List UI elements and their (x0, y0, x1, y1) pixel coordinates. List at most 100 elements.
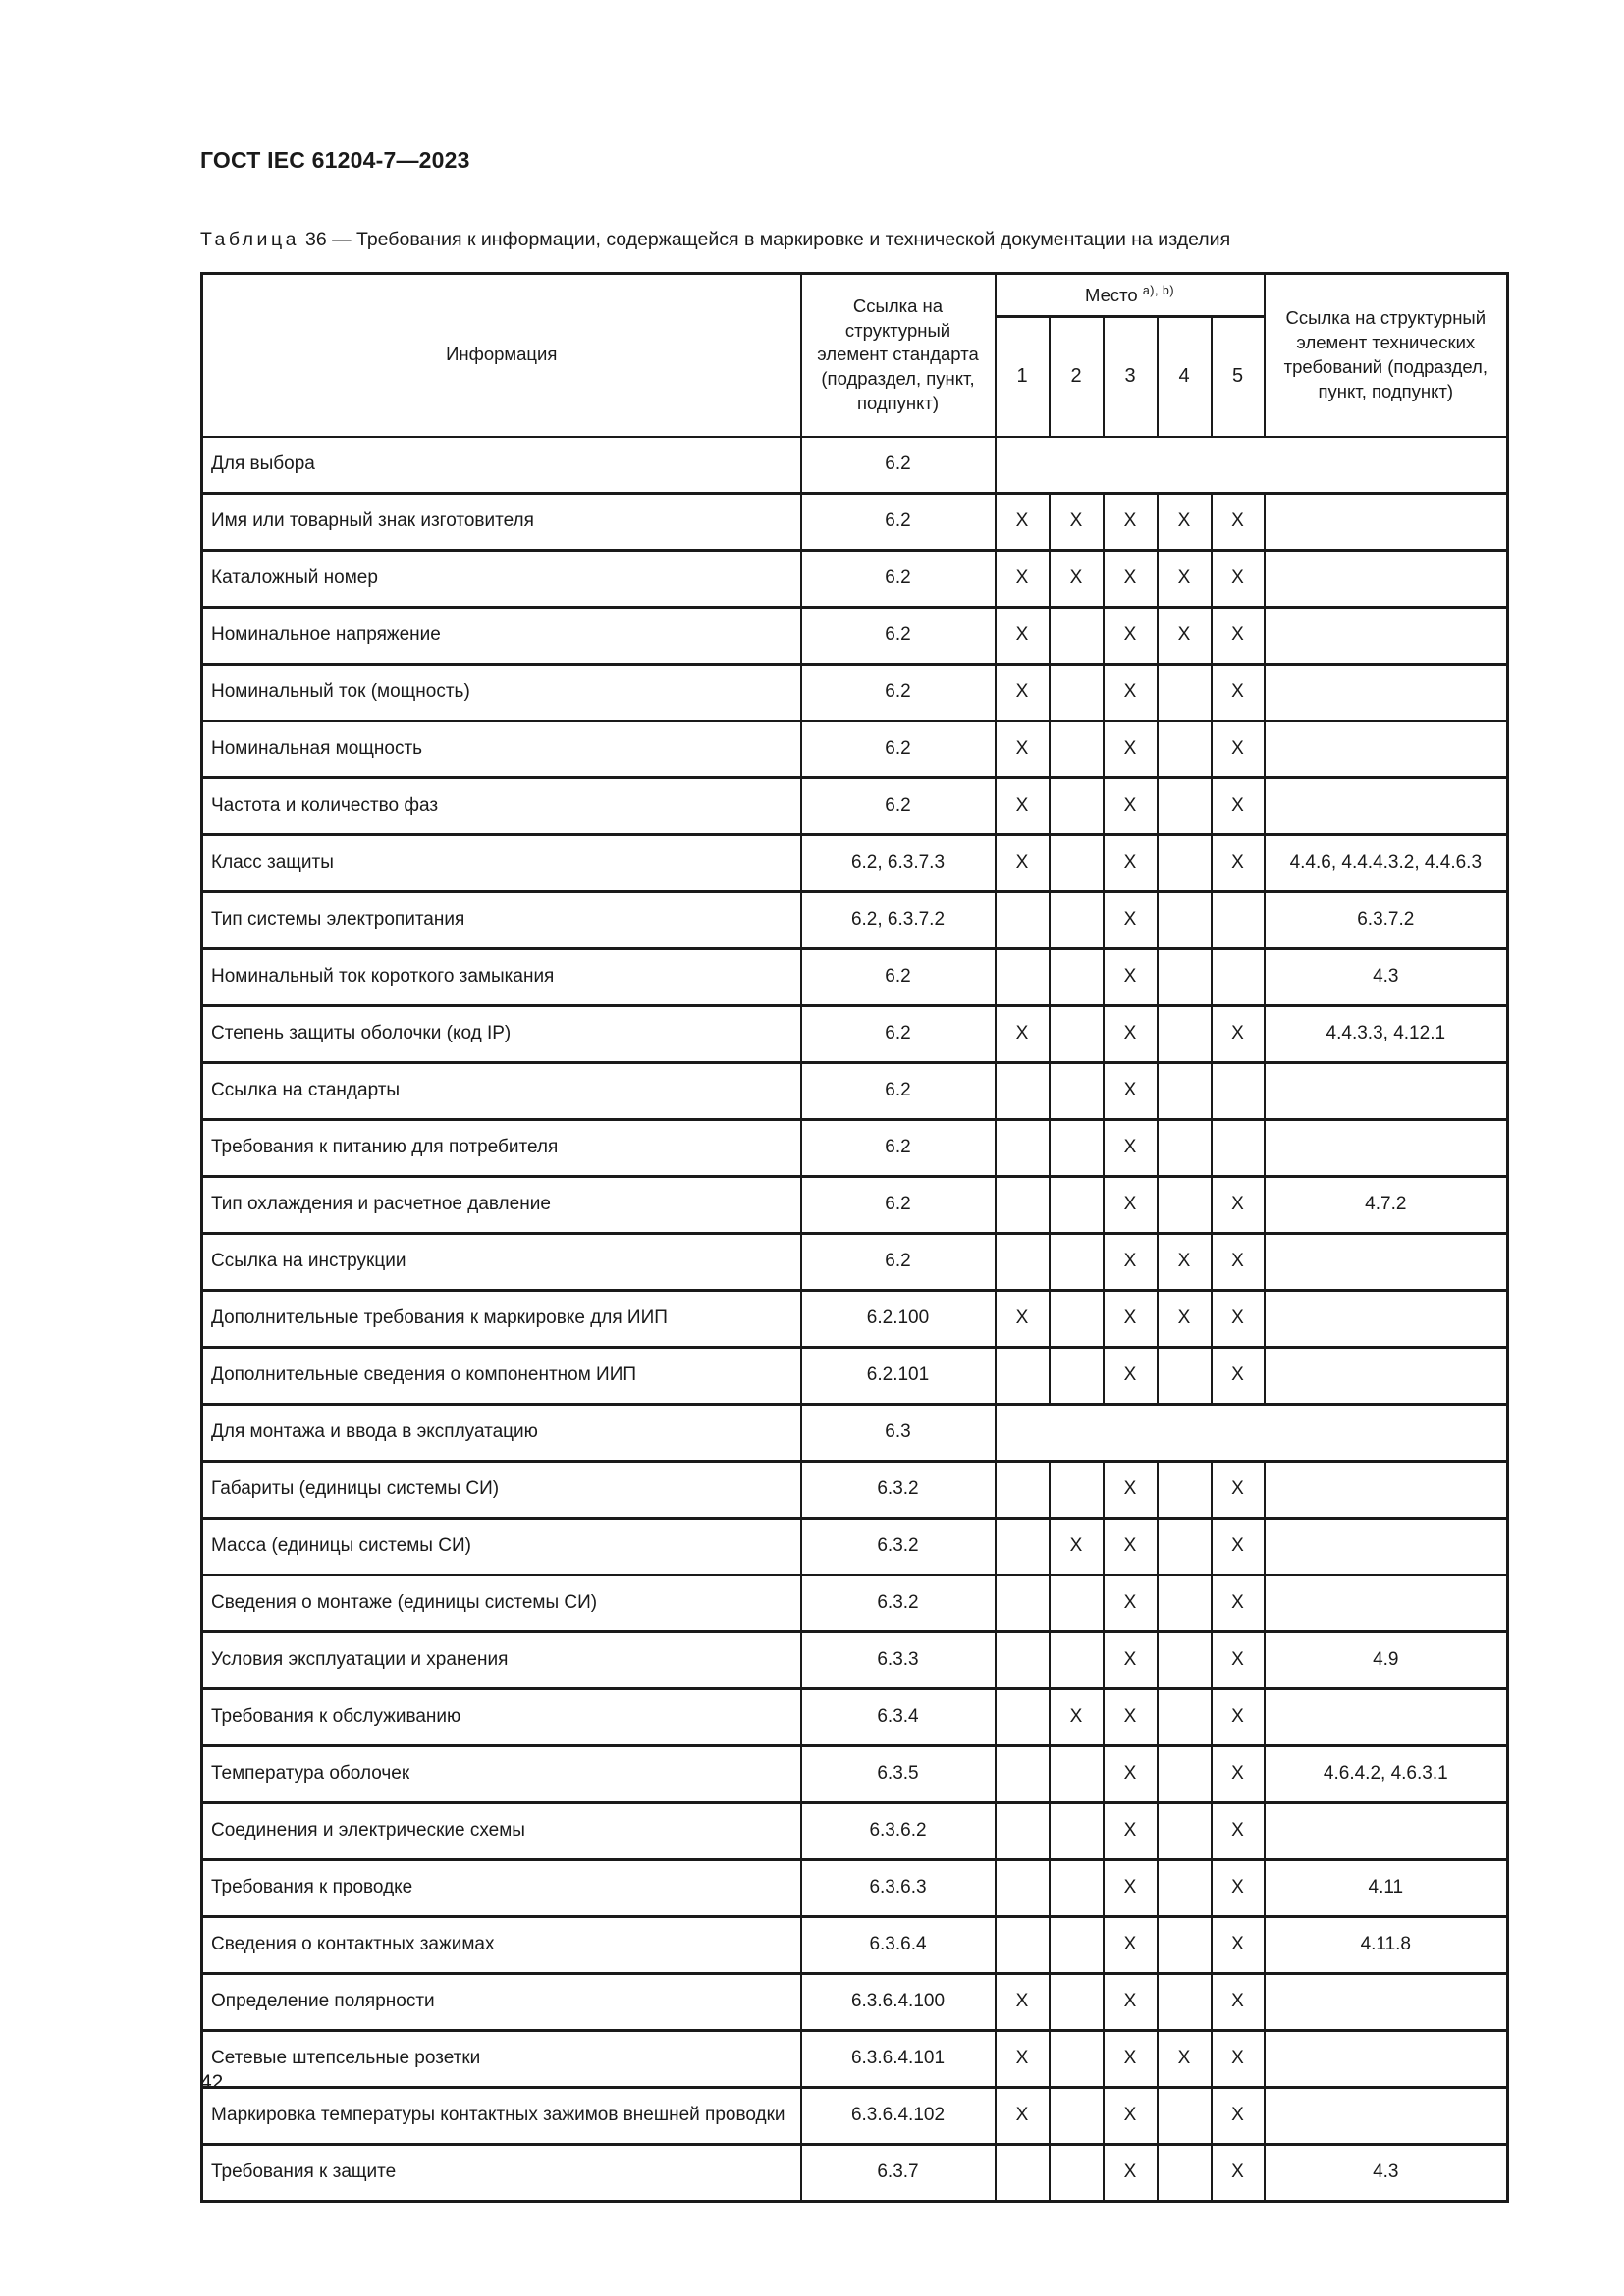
place-mark-cell-2 (1048, 1345, 1105, 1406)
place-mark-cell-4: X (1156, 491, 1213, 552)
place-mark-cell-3: X (1102, 1800, 1159, 1861)
place-mark-cell-3: X (1102, 1003, 1159, 1064)
place-mark-cell-1: X (994, 1971, 1051, 2032)
info-cell: Определение полярности (200, 1971, 802, 2032)
std-ref-cell: 6.2 (799, 1231, 997, 1292)
place-header-label: Место (1085, 284, 1138, 305)
place-mark-cell-2 (1048, 1459, 1105, 1520)
place-col-4: 4 (1156, 315, 1213, 438)
tech-ref-cell (1263, 662, 1509, 722)
place-mark-cell-2 (1048, 719, 1105, 779)
place-mark-cell-4 (1156, 1174, 1213, 1235)
table-row: Ссылка на инструкции 6.2 X X X (200, 1231, 1509, 1292)
header-row-place-numbers: 1 2 3 4 5 (202, 315, 1508, 438)
place-mark-cell-5 (1210, 1060, 1266, 1121)
table-caption-number: 36 (304, 229, 327, 250)
place-mark-cell-5: X (1210, 1174, 1266, 1235)
place-mark-cell-3: X (1102, 946, 1159, 1007)
std-ref-cell: 6.3.7 (799, 2142, 997, 2203)
table-row: Частота и количество фаз 6.2 X X X (200, 775, 1509, 836)
place-mark-cell-3: X (1102, 662, 1159, 722)
table-row: Соединения и электрические схемы 6.3.6.2 X… (200, 1800, 1509, 1861)
table-row: Условия эксплуатации и хранения 6.3.3 X X 4.… (200, 1629, 1509, 1690)
std-ref-cell: 6.2 (799, 946, 997, 1007)
header-row-top: Информация Ссылка на структурный элемент… (200, 272, 1509, 438)
place-mark-cell-3: X (1102, 1060, 1159, 1121)
place-mark-cell-1 (994, 1117, 1051, 1178)
table-row: Требования к защите 6.3.7 X X 4.3 (200, 2142, 1509, 2203)
place-mark-cell-3: X (1102, 605, 1159, 666)
info-cell: Температура оболочек (200, 1743, 802, 1804)
place-mark-cell-4 (1156, 1117, 1213, 1178)
place-mark-cell-5: X (1210, 605, 1266, 666)
table-row: Дополнительные сведения о компонентном И… (200, 1345, 1509, 1406)
info-cell: Номинальная мощность (200, 719, 802, 779)
table-row: Сетевые штепсельные розетки 6.3.6.4.101 X X… (200, 2028, 1509, 2089)
place-col-5: 5 (1210, 315, 1266, 438)
table-row: Габариты (единицы системы СИ) 6.3.2 X X (200, 1459, 1509, 1520)
place-mark-cell-1: X (994, 775, 1051, 836)
place-mark-cell-5: X (1210, 1459, 1266, 1520)
tech-ref-cell: 4.11.8 (1263, 1914, 1509, 1975)
place-mark-cell-2 (1048, 1800, 1105, 1861)
info-cell: Сведения о монтаже (единицы системы СИ) (200, 1573, 802, 1633)
place-mark-cell-5: X (1210, 1686, 1266, 1747)
place-mark-cell-5: X (1210, 1914, 1266, 1975)
tech-ref-cell (1263, 1573, 1509, 1633)
std-ref-cell: 6.2 (799, 491, 997, 552)
table-row: Тип системы электропитания 6.2, 6.3.7.2 X 6… (200, 889, 1509, 950)
place-mark-cell-4 (1156, 1914, 1213, 1975)
place-mark-cell-3: X (1102, 2028, 1159, 2089)
std-ref-cell: 6.2 (799, 775, 997, 836)
tech-ref-cell: 4.7.2 (1263, 1174, 1509, 1235)
document-header: ГОСТ IEC 61204-7—2023 (200, 147, 470, 173)
info-cell: Для выбора (200, 435, 802, 495)
tech-ref-cell (1263, 1516, 1509, 1576)
place-mark-cell-4: X (1156, 1231, 1213, 1292)
std-ref-cell: 6.2 (799, 1060, 997, 1121)
place-mark-cell-2 (1048, 1231, 1105, 1292)
place-mark-cell-1 (994, 1060, 1051, 1121)
place-mark-cell-1 (994, 1857, 1051, 1918)
place-mark-cell-5: X (1210, 775, 1266, 836)
std-ref-cell: 6.3.2 (799, 1459, 997, 1520)
column-header-std-ref: Ссылка на структурный элемент стандарта … (799, 272, 997, 438)
info-cell: Тип охлаждения и расчетное давление (200, 1174, 802, 1235)
tech-ref-cell (1263, 2085, 1509, 2146)
place-mark-cell-5: X (1210, 1743, 1266, 1804)
column-header-place: Место a), b) (994, 272, 1266, 318)
place-mark-cell-5: X (1210, 662, 1266, 722)
info-cell: Класс защиты (200, 832, 802, 893)
place-mark-cell-1 (994, 1914, 1051, 1975)
place-mark-cell-3: X (1102, 775, 1159, 836)
table-row: Маркировка температуры контактных зажимо… (200, 2085, 1509, 2146)
place-mark-cell-2 (1048, 775, 1105, 836)
place-mark-cell-1 (994, 1174, 1051, 1235)
std-ref-cell: 6.2 (799, 435, 997, 495)
tech-ref-cell: 4.6.4.2, 4.6.3.1 (1263, 1743, 1509, 1804)
place-mark-cell-2 (1048, 1117, 1105, 1178)
std-ref-cell: 6.2 (799, 1117, 997, 1178)
place-mark-cell-1: X (994, 548, 1051, 609)
tech-ref-cell (1263, 605, 1509, 666)
place-mark-cell-2 (1048, 605, 1105, 666)
std-ref-cell: 6.2 (799, 662, 997, 722)
std-ref-cell: 6.2 (799, 1003, 997, 1064)
std-ref-cell: 6.3.2 (799, 1516, 997, 1576)
std-ref-cell: 6.3.3 (799, 1629, 997, 1690)
place-mark-cell-4 (1156, 1516, 1213, 1576)
place-mark-cell-1: X (994, 2085, 1051, 2146)
table-row: Номинальный ток короткого замыкания 6.2 X 4… (200, 946, 1509, 1007)
place-mark-cell-1: X (994, 719, 1051, 779)
info-cell: Имя или товарный знак изготовителя (200, 491, 802, 552)
place-mark-cell-5: X (1210, 1516, 1266, 1576)
info-cell: Соединения и электрические схемы (200, 1800, 802, 1861)
info-cell: Требования к питанию для потребителя (200, 1117, 802, 1178)
tech-ref-cell (1263, 1288, 1509, 1349)
place-mark-cell-5: X (1210, 491, 1266, 552)
info-cell: Габариты (единицы системы СИ) (200, 1459, 802, 1520)
std-ref-cell: 6.3.6.4.102 (799, 2085, 997, 2146)
std-ref-cell: 6.2 (799, 548, 997, 609)
place-col-2: 2 (1048, 315, 1105, 438)
info-cell: Номинальный ток короткого замыкания (200, 946, 802, 1007)
